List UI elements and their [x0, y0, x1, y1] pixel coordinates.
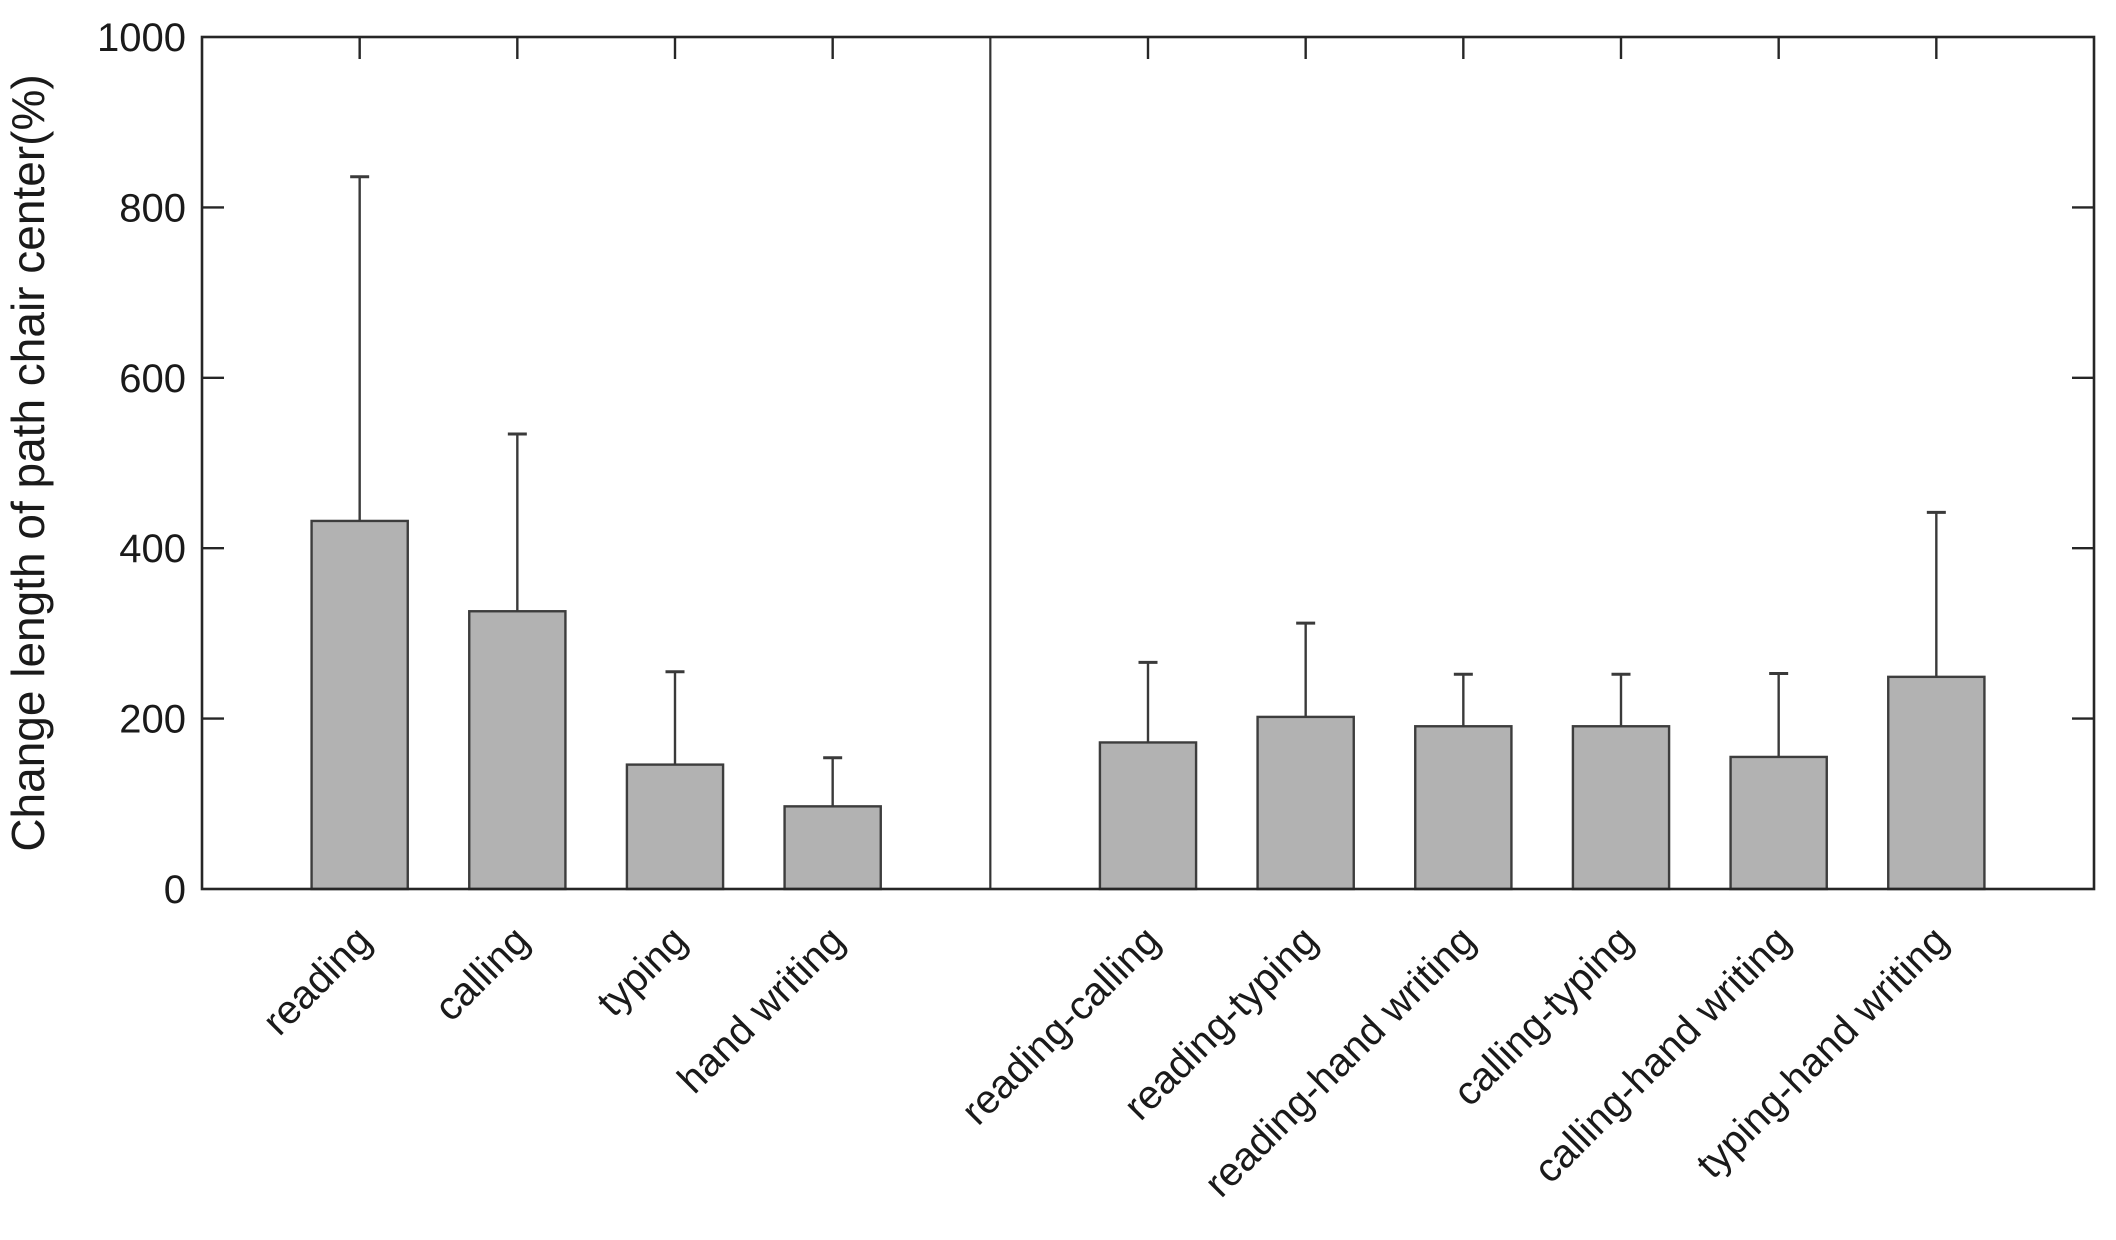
y-tick-label: 600 [119, 357, 186, 401]
y-tick-label: 1000 [97, 16, 186, 60]
bar-reading-hand-writing [1414, 725, 1513, 891]
x-tick-label-calling: calling [426, 918, 537, 1029]
bar-typing [625, 763, 725, 891]
x-tick-label-hand-writing: hand writing [669, 918, 853, 1102]
y-tick-label: 400 [119, 527, 186, 571]
y-axis-label: Change length of path chair center(%) [2, 74, 54, 851]
bar-reading-typing [1256, 715, 1355, 891]
bar-typing-hand-writing [1887, 675, 1986, 891]
y-tick-label: 0 [164, 868, 186, 912]
bar-hand-writing [783, 805, 882, 891]
bar-calling-typing [1571, 725, 1671, 891]
y-tick-label: 800 [119, 186, 186, 230]
bar-calling-hand-writing [1729, 755, 1828, 891]
x-tick-label-reading: reading [255, 918, 380, 1043]
x-tick-label-reading-hand-writing: reading-hand writing [1196, 918, 1483, 1205]
bar-calling [468, 610, 567, 891]
x-tick-label-calling-hand-writing: calling-hand writing [1526, 918, 1799, 1191]
bar-reading-calling [1098, 741, 1198, 891]
y-tick-label: 200 [119, 698, 186, 742]
x-tick-label-typing: typing [589, 918, 696, 1025]
bar-reading [310, 519, 409, 891]
